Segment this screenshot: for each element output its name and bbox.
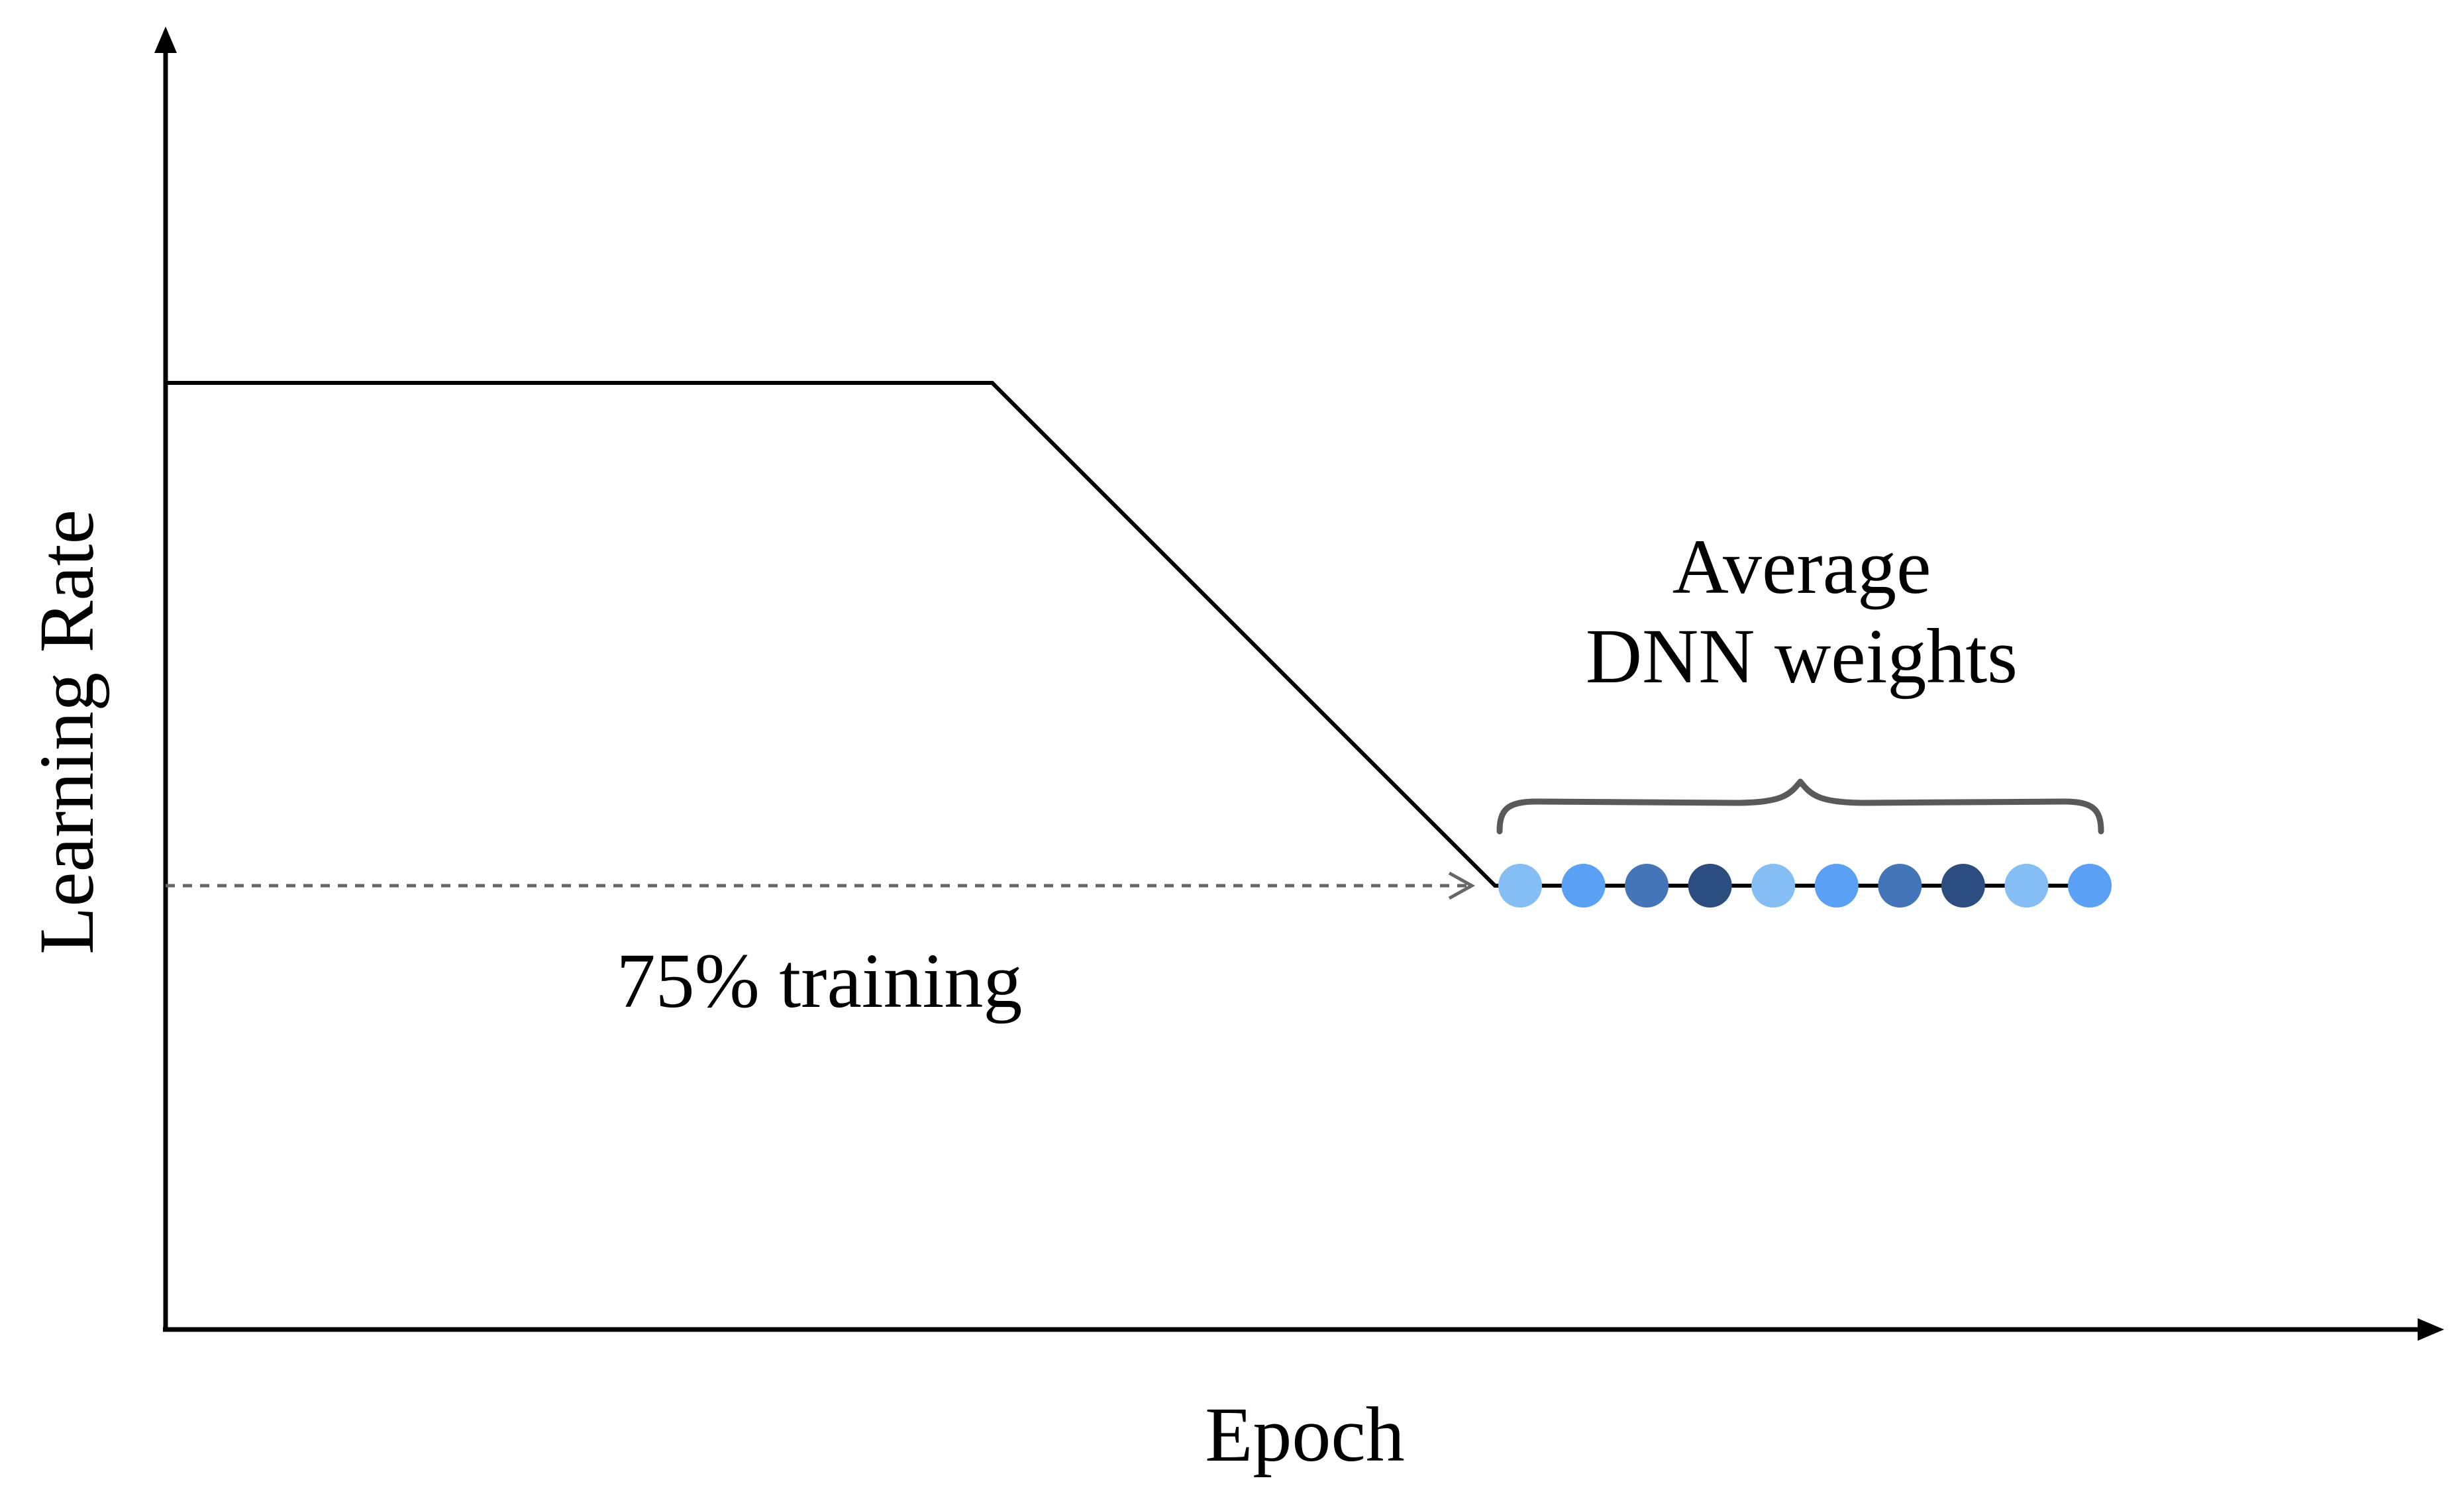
training-note: 75% training (617, 937, 1023, 1024)
weight-snapshot-dot (1814, 864, 1859, 908)
weight-snapshots (1498, 864, 2112, 908)
weight-snapshot-dot (1751, 864, 1796, 908)
weight-snapshot-dot (1498, 864, 1542, 908)
weight-snapshot-dot (1941, 864, 1985, 908)
weight-snapshot-dot (1625, 864, 1669, 908)
weight-snapshot-dot (1878, 864, 1922, 908)
weight-snapshot-dot (2068, 864, 2112, 908)
training-arrowhead (1448, 871, 1476, 900)
x-axis-arrowhead (2418, 1318, 2444, 1341)
weight-snapshot-dot (1688, 864, 1732, 908)
average-label-line1: Average (1672, 523, 1931, 610)
average-brace (1496, 778, 2104, 835)
weight-snapshot-dot (1561, 864, 1606, 908)
y-axis-label: Learning Rate (23, 509, 110, 955)
lr-schedule-line (166, 381, 2110, 888)
average-label-line2: DNN weights (1586, 613, 2018, 700)
weight-snapshot-dot (2004, 864, 2049, 908)
y-axis-arrowhead (154, 26, 177, 53)
x-axis-label: Epoch (1205, 1391, 1404, 1478)
